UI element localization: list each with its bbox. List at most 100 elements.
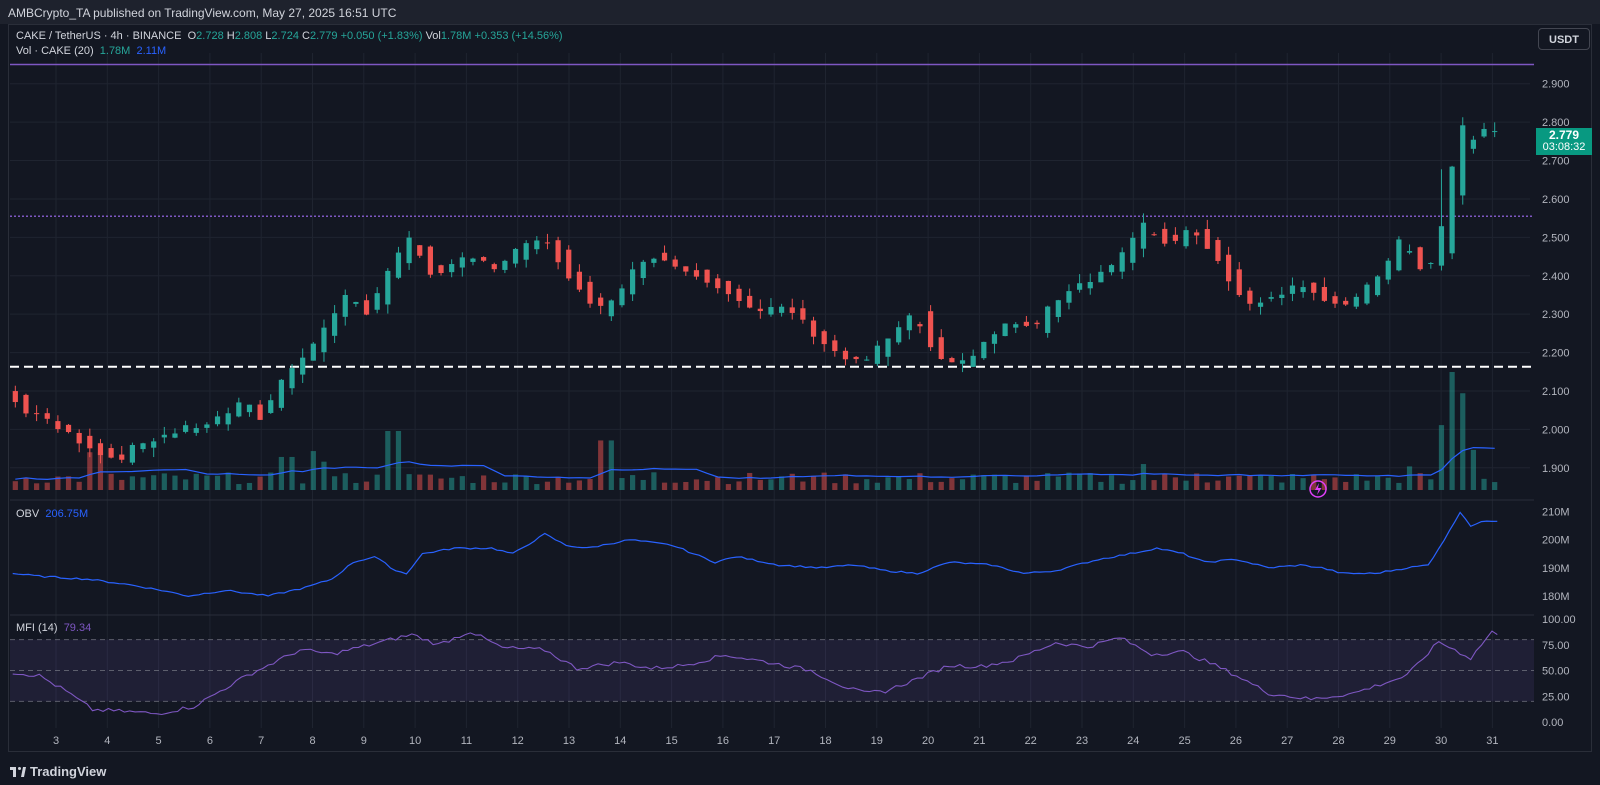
mfi-tick-label: 25.00	[1542, 691, 1570, 703]
volume-bar	[885, 477, 891, 490]
volume-bar	[1417, 473, 1423, 490]
volume-bar	[800, 481, 806, 490]
time-tick-label: 26	[1230, 735, 1242, 747]
volume-bar	[55, 476, 61, 490]
candle-body	[1492, 131, 1498, 133]
candle-body	[119, 454, 125, 460]
volume-change: +0.353 (+14.56%)	[474, 30, 563, 42]
volume-bar	[1332, 477, 1338, 490]
candle-body	[332, 313, 338, 336]
time-tick-label: 29	[1384, 735, 1396, 747]
mfi-tick-label: 100.00	[1542, 614, 1576, 626]
horizontal-levels	[10, 63, 1534, 368]
volume-bar	[1140, 464, 1147, 490]
bar-countdown: 03:08:32	[1542, 141, 1586, 153]
volume-bar	[928, 482, 934, 490]
candle-body	[885, 338, 891, 357]
volume-bar	[576, 480, 582, 490]
candle-body	[406, 237, 412, 264]
mfi-tick-label: 0.00	[1542, 717, 1563, 729]
alert-icon[interactable]	[1309, 480, 1327, 498]
mfi-tick-label: 50.00	[1542, 666, 1570, 678]
footer-bar	[0, 758, 1600, 785]
time-tick-label: 9	[361, 735, 367, 747]
low-value: 2.724	[271, 30, 299, 42]
time-tick-label: 4	[104, 735, 110, 747]
candle-body	[257, 404, 263, 420]
last-price: 2.779	[1548, 128, 1580, 142]
candle-body	[576, 271, 582, 290]
volume-bar	[1375, 475, 1381, 490]
symbol-title[interactable]: CAKE / TetherUS · 4h · BINANCE	[16, 30, 182, 42]
candle-body	[1204, 229, 1210, 249]
obv-title[interactable]: OBV	[16, 508, 40, 520]
price-tick-label: 2.100	[1542, 386, 1570, 398]
volume-bar	[704, 480, 710, 490]
obv-tick-label: 190M	[1542, 563, 1570, 575]
candle-body	[193, 428, 199, 433]
volume-bar	[1204, 482, 1210, 490]
obv-value: 206.75M	[45, 508, 89, 520]
volume-bar	[140, 477, 146, 490]
volume-bar	[1364, 480, 1370, 490]
volume-bar	[906, 479, 912, 490]
price-tick-label: 2.000	[1542, 424, 1570, 436]
mfi-legend: MFI (14) 79.34	[16, 622, 91, 634]
candle-body	[438, 265, 444, 274]
candle-body	[310, 343, 316, 361]
candle-body	[651, 258, 657, 263]
time-tick-label: 18	[819, 735, 831, 747]
volume-indicator-title[interactable]: Vol · CAKE (20)	[16, 45, 94, 57]
volume-bar	[246, 482, 253, 490]
price-tick-label: 2.900	[1542, 79, 1570, 91]
volume-bar	[97, 452, 104, 490]
candle-body	[566, 249, 572, 279]
mfi-title[interactable]: MFI (14)	[16, 622, 58, 634]
volume-bar	[715, 477, 721, 490]
obv-tick-label: 210M	[1542, 507, 1570, 519]
tradingview-logo[interactable]: TradingView	[10, 764, 106, 779]
volume-bar	[651, 472, 657, 490]
obv-pane	[10, 499, 1534, 598]
volume-bar	[640, 479, 646, 490]
candle-body	[1247, 290, 1253, 304]
volume-bar	[512, 474, 519, 490]
volume-bar	[1077, 473, 1083, 490]
candle-body	[204, 424, 210, 428]
candle-body	[1332, 296, 1338, 304]
candle-body	[981, 341, 987, 359]
candle-body	[385, 270, 391, 305]
currency-button[interactable]: USDT	[1538, 28, 1590, 50]
candle-body	[97, 443, 104, 456]
candle-body	[417, 245, 423, 256]
time-tick-label: 20	[922, 735, 934, 747]
candle-body	[896, 327, 902, 343]
candle-body	[938, 337, 944, 359]
candle-body	[427, 246, 433, 275]
candle-body	[853, 356, 859, 360]
candle-body	[236, 402, 242, 417]
candle-body	[544, 242, 551, 244]
volume-bar	[289, 456, 295, 490]
volume-bar	[1226, 476, 1232, 490]
candle-body	[1130, 237, 1136, 263]
candle-body	[725, 280, 731, 295]
candle-body	[715, 278, 721, 289]
volume-bar	[363, 481, 370, 490]
open-value: 2.728	[196, 30, 224, 42]
volume-bar	[1428, 479, 1434, 490]
volume-bar	[459, 476, 465, 490]
volume-bar	[832, 483, 838, 490]
candle-body	[693, 270, 700, 277]
volume-bar	[991, 474, 998, 490]
volume-bar	[268, 472, 274, 490]
mfi-pane	[10, 614, 1534, 716]
volume-bar	[1385, 477, 1391, 490]
volume-bar	[1247, 474, 1253, 490]
publish-header: AMBCrypto_TA published on TradingView.co…	[0, 0, 1600, 24]
volume-bar	[1023, 475, 1029, 490]
volume-bar	[23, 478, 29, 490]
price-tick-label: 2.400	[1542, 271, 1570, 283]
volume-bar	[1300, 478, 1306, 490]
